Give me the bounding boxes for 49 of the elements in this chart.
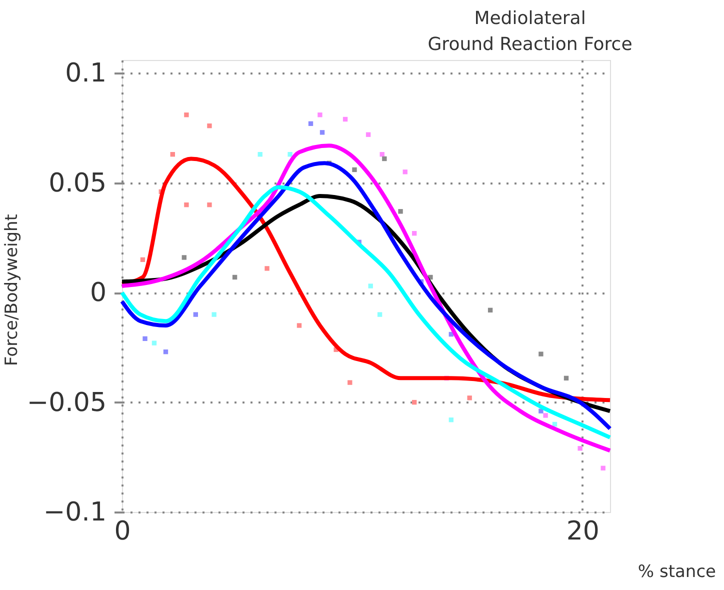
point	[366, 132, 371, 137]
point	[296, 323, 302, 328]
y-tick-label: −0.05	[26, 388, 106, 418]
y-tick-label: −0.1	[43, 498, 106, 528]
point	[288, 152, 292, 157]
point	[368, 284, 373, 288]
point	[140, 257, 146, 262]
point	[170, 152, 175, 157]
point	[600, 466, 606, 470]
point	[232, 274, 238, 280]
point	[212, 312, 216, 317]
point	[402, 170, 408, 174]
point	[318, 112, 322, 118]
point	[578, 446, 582, 451]
point	[352, 167, 357, 172]
point	[163, 349, 168, 354]
point	[412, 400, 417, 405]
point	[182, 255, 186, 260]
point	[448, 418, 454, 422]
point	[342, 116, 348, 122]
point	[564, 376, 569, 380]
point	[467, 396, 472, 400]
point	[543, 413, 548, 418]
point	[382, 156, 387, 162]
x-tick-label: 20	[566, 516, 600, 546]
point	[320, 130, 325, 135]
point	[377, 312, 382, 317]
point	[380, 152, 384, 157]
point	[348, 380, 352, 385]
y-tick-label: 0	[90, 278, 106, 308]
point	[207, 202, 212, 208]
point	[142, 336, 148, 342]
point	[308, 121, 314, 126]
point	[184, 112, 189, 118]
point	[264, 266, 270, 271]
point	[258, 152, 262, 157]
y-tick-label: 0.05	[48, 168, 106, 198]
point	[538, 352, 544, 356]
point	[488, 308, 493, 312]
point	[207, 123, 212, 128]
point	[412, 230, 417, 236]
point	[152, 340, 157, 346]
point	[398, 209, 403, 214]
point	[184, 202, 189, 208]
x-axis-title: % stance	[638, 562, 716, 582]
chart-title: Mediolateral Ground Reaction Force	[428, 8, 632, 55]
point	[193, 312, 198, 317]
y-axis-title: Force/Bodyweight	[2, 214, 22, 366]
y-tick-label: 0.1	[65, 58, 106, 89]
